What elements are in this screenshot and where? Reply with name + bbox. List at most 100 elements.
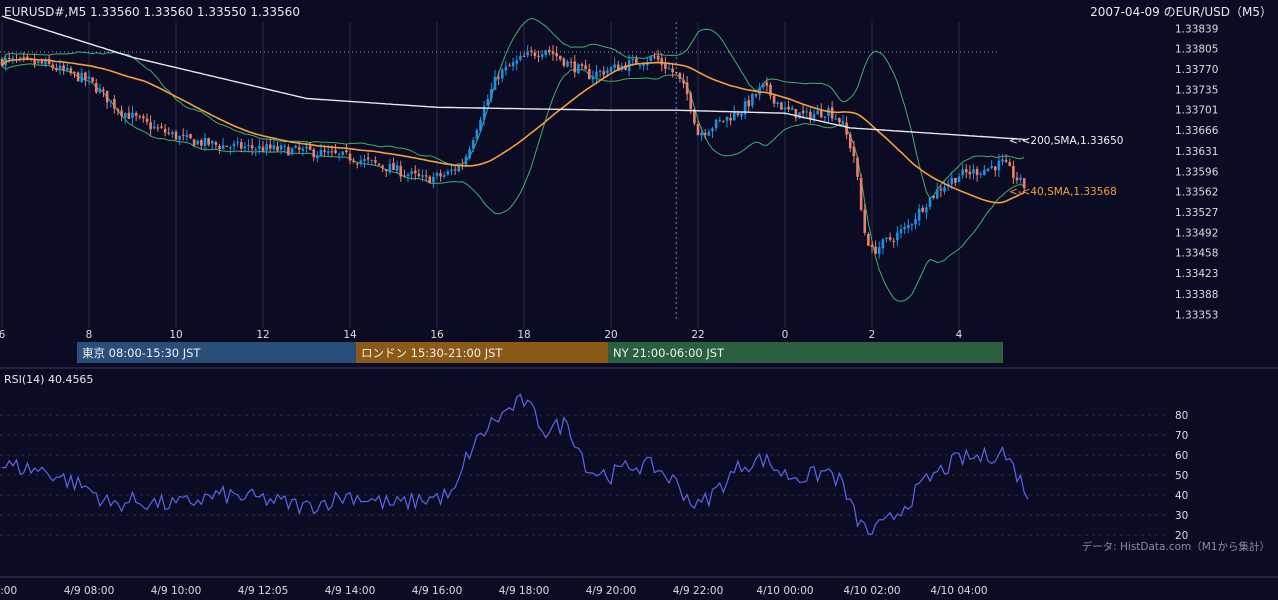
candle-body <box>55 68 58 71</box>
candle-body <box>442 175 446 177</box>
candle-body <box>178 135 181 140</box>
candle-body <box>616 64 620 72</box>
candle-body <box>428 176 432 184</box>
candle-body <box>892 240 896 242</box>
candle-body <box>181 134 185 136</box>
rsi-title: RSI(14) 40.4565 <box>4 373 93 386</box>
candle-body <box>1015 177 1019 181</box>
candle-body <box>239 142 243 149</box>
candle-body <box>7 58 11 60</box>
candle-body <box>827 108 830 117</box>
candle-body <box>606 70 609 74</box>
candle-body <box>729 117 732 121</box>
candle-body <box>127 112 131 119</box>
candle-body <box>221 145 225 150</box>
moving-average-lines <box>1 15 1028 204</box>
candle-body <box>36 61 40 63</box>
symbol-ohlc-label: EURUSD#,M5 1.33560 1.33560 1.33550 1.335… <box>4 5 300 19</box>
rsi-tick-label: 50 <box>1175 470 1188 482</box>
candle-body <box>874 246 877 254</box>
candle-body <box>254 149 258 151</box>
candle-body <box>18 57 22 59</box>
candle-body <box>569 61 573 63</box>
candle-body <box>156 127 160 129</box>
candle-body <box>381 165 384 168</box>
candle-body <box>743 101 747 115</box>
candle-body <box>160 126 163 128</box>
rsi-tick-label: 20 <box>1175 530 1188 542</box>
candle-body <box>678 72 682 79</box>
candle-body <box>671 68 674 73</box>
candle-body <box>47 58 51 64</box>
candle-body <box>972 169 975 174</box>
candle-body <box>584 65 587 70</box>
candle-body <box>986 168 990 171</box>
candle-body <box>323 150 326 152</box>
candle-body <box>548 50 551 52</box>
bottom-time-label: 4/9 12:05 <box>238 585 289 597</box>
rsi-axis: 80 70 60 50 40 30 20 <box>1175 410 1188 542</box>
candle-body <box>236 141 239 143</box>
candle-body <box>214 142 218 145</box>
candle-body <box>718 119 722 121</box>
candle-body <box>134 113 138 116</box>
candle-body <box>707 131 711 136</box>
candle-body <box>544 50 548 55</box>
session-london-label: ロンドン 15:30-21:00 JST <box>361 346 503 360</box>
candle-body <box>403 175 406 177</box>
candle-body <box>540 54 544 57</box>
candle-body <box>928 197 932 207</box>
session-london <box>356 342 608 363</box>
candle-body <box>859 177 863 210</box>
candle-body <box>305 146 308 149</box>
candle-body <box>500 69 504 79</box>
rsi-tick-label: 80 <box>1175 410 1188 422</box>
candle-body <box>664 63 667 69</box>
candle-body <box>58 65 62 71</box>
candle-body <box>497 77 500 79</box>
candle-body <box>950 178 954 185</box>
candle-body <box>515 60 519 64</box>
candle-body <box>751 93 754 106</box>
bottom-time-label: 4/10 04:00 <box>930 585 987 597</box>
candle-body <box>490 89 493 99</box>
candle-body <box>656 55 660 60</box>
candle-body <box>192 139 196 146</box>
candle-body <box>935 189 939 199</box>
rsi-tick-label: 40 <box>1175 490 1188 502</box>
candle-body <box>468 149 471 158</box>
candle-body <box>94 83 98 93</box>
time-tick-label: 18 <box>517 329 530 341</box>
time-tick-label: 6 <box>0 329 6 341</box>
candle-body <box>812 114 816 120</box>
candle-body <box>725 116 729 121</box>
candle-body <box>754 94 758 96</box>
candle-body <box>26 56 29 59</box>
candle-body <box>798 112 801 119</box>
candle-body <box>22 56 26 58</box>
candle-body <box>363 159 366 161</box>
session-tokyo-label: 東京 08:00-15:30 JST <box>82 346 201 360</box>
candle-body <box>471 140 475 149</box>
candle-body <box>76 72 80 82</box>
candle-body <box>1012 165 1015 178</box>
candle-body <box>566 61 569 67</box>
candle-body <box>635 58 638 65</box>
candle-body <box>131 112 134 118</box>
candle-body <box>297 147 301 150</box>
price-tick-label: 1.33388 <box>1175 289 1218 301</box>
candle-body <box>1019 177 1022 180</box>
candle-body <box>120 110 123 117</box>
candle-body <box>932 196 935 198</box>
candle-body <box>598 70 602 72</box>
candle-body <box>377 163 381 166</box>
candle-body <box>319 150 323 157</box>
candle-body <box>776 102 780 104</box>
bottom-time-label: 4/9 20:00 <box>586 585 637 597</box>
candle-body <box>301 148 305 151</box>
candle-body <box>834 118 838 120</box>
candle-body <box>682 80 685 84</box>
candle-body <box>450 169 453 172</box>
candle-body <box>276 146 279 151</box>
price-tick-label: 1.33458 <box>1175 248 1218 260</box>
